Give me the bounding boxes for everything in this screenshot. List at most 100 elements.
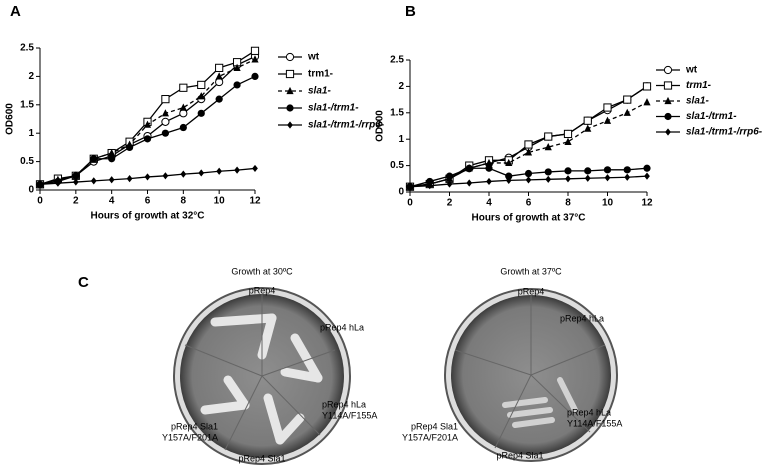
marker <box>624 173 631 181</box>
marker <box>407 183 413 191</box>
marker <box>251 72 259 80</box>
plate-label: pRep4 Sla1 <box>411 421 458 431</box>
marker <box>233 81 241 89</box>
marker <box>524 148 533 156</box>
marker <box>287 121 293 129</box>
marker <box>623 95 632 104</box>
marker <box>663 81 673 90</box>
marker <box>642 82 652 91</box>
marker <box>161 129 170 137</box>
marker <box>445 172 454 180</box>
marker <box>623 108 631 116</box>
marker <box>216 167 223 175</box>
x-tick-label: 8 <box>181 196 187 207</box>
marker <box>234 166 240 174</box>
x-tick-label: 0 <box>37 196 43 207</box>
legend-label: sla1- <box>686 96 709 107</box>
x-tick-label: 10 <box>214 196 226 207</box>
marker <box>584 174 591 182</box>
marker <box>604 174 611 182</box>
marker <box>286 86 294 95</box>
x-tick-label: 10 <box>602 198 614 209</box>
y-tick-label: 2.5 <box>390 55 404 66</box>
marker <box>215 95 223 103</box>
marker <box>285 69 295 79</box>
series-line <box>39 75 256 185</box>
marker <box>665 128 671 136</box>
marker <box>126 175 133 183</box>
plate-label: pRep4 hLa <box>322 399 366 409</box>
legend-label: sla1- <box>308 86 331 97</box>
y-axis-label: OD600 <box>375 110 386 142</box>
y-tick-label: 0.5 <box>390 160 404 171</box>
x-tick-label: 8 <box>565 198 571 209</box>
legend-label: sla1-/trm1-/rrp6- <box>686 127 763 138</box>
x-tick-label: 12 <box>641 198 653 209</box>
y-tick-label: 0 <box>398 187 404 198</box>
plate-title: Growth at 37ºC <box>500 266 562 276</box>
marker <box>180 170 187 178</box>
marker <box>55 179 61 187</box>
marker <box>643 164 651 172</box>
marker <box>544 143 552 151</box>
y-tick-label: 0.5 <box>20 156 34 167</box>
plate-label: pRep4 <box>249 285 276 295</box>
x-tick-label: 6 <box>145 196 151 207</box>
x-tick-label: 4 <box>486 198 492 209</box>
marker <box>663 65 673 75</box>
panel-label: C <box>78 274 89 291</box>
marker <box>90 177 97 185</box>
panel-label: B <box>405 3 416 20</box>
plate-label: pRep4 Sla1 <box>238 453 285 463</box>
plate-title: Growth at 30ºC <box>231 266 293 276</box>
y-tick-label: 1 <box>28 128 34 139</box>
marker <box>286 104 294 112</box>
x-tick-label: 6 <box>526 198 532 209</box>
marker <box>505 176 512 184</box>
marker <box>251 55 259 63</box>
legend-label: wt <box>685 65 698 76</box>
marker <box>90 155 98 163</box>
plate-label: Y157A/F201A <box>402 432 458 442</box>
y-tick-label: 2.5 <box>20 43 34 54</box>
y-tick-label: 2 <box>28 71 34 82</box>
marker <box>466 179 473 187</box>
marker <box>446 180 453 188</box>
x-tick-label: 12 <box>249 196 261 207</box>
marker <box>144 173 151 181</box>
marker <box>525 176 532 184</box>
marker <box>161 109 170 117</box>
marker <box>426 177 434 186</box>
marker <box>161 95 170 104</box>
marker <box>179 103 187 111</box>
x-axis-label: Hours of growth at 32°C <box>90 211 204 222</box>
marker <box>505 158 513 167</box>
marker <box>285 52 295 62</box>
marker <box>565 175 571 183</box>
marker <box>544 132 553 141</box>
marker <box>197 92 205 100</box>
marker <box>252 164 258 173</box>
marker <box>524 169 533 178</box>
plate-label: pRep4 hLa <box>567 407 611 417</box>
y-tick-label: 0 <box>28 185 34 196</box>
x-tick-label: 2 <box>73 196 79 207</box>
marker <box>143 120 152 128</box>
marker <box>544 168 552 176</box>
marker <box>198 169 205 177</box>
marker <box>143 135 152 143</box>
marker <box>584 124 592 132</box>
marker <box>108 148 116 157</box>
legend-label: trm1- <box>686 80 712 91</box>
marker <box>486 177 492 186</box>
marker <box>108 155 116 163</box>
legend-label: sla1-/trm1- <box>308 103 359 114</box>
plate-label: pRep4 Sla1 <box>496 450 543 460</box>
marker <box>603 116 612 124</box>
plate-label: Y114A/F155A <box>567 418 622 428</box>
marker <box>197 80 206 90</box>
marker <box>545 175 552 183</box>
marker <box>603 103 612 112</box>
marker <box>623 166 631 174</box>
legend-label: trm1- <box>308 69 333 80</box>
